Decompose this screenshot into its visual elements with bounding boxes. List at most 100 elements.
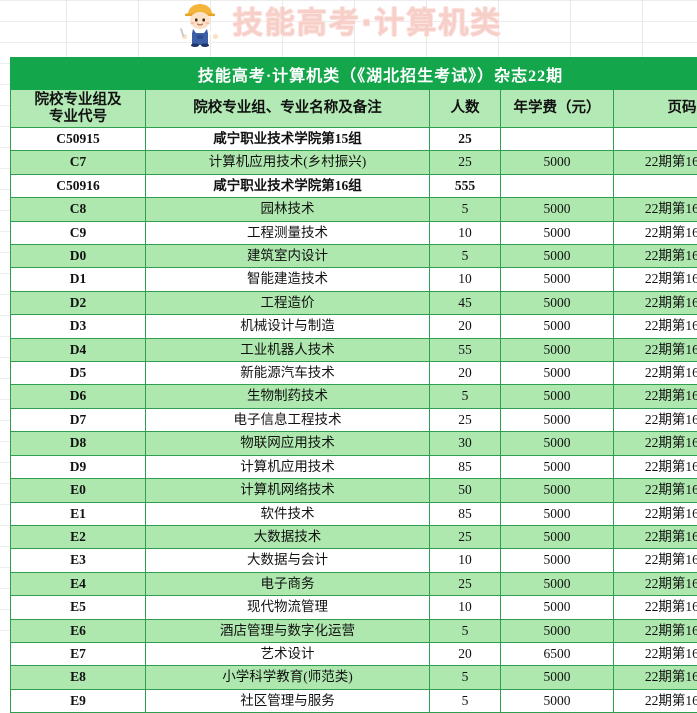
cell-page: 22期第169页 (614, 408, 697, 431)
cell-name: 咸宁职业技术学院第16组 (146, 174, 430, 197)
table-row: E6酒店管理与数字化运营5500022期第169页 (11, 619, 697, 642)
table-row: E9社区管理与服务5500022期第169页 (11, 689, 697, 712)
cell-fee: 5000 (501, 479, 614, 502)
student-worker-mascot-icon (171, 1, 229, 47)
cell-code: E3 (11, 549, 146, 572)
cell-code: C9 (11, 221, 146, 244)
cell-name: 计算机应用技术 (146, 455, 430, 478)
cell-count: 5 (430, 619, 501, 642)
table-title: 技能高考·计算机类（《湖北招生考试》）杂志22期 (11, 58, 697, 90)
cell-page: 22期第169页 (614, 642, 697, 665)
cell-page: 22期第169页 (614, 455, 697, 478)
cell-code: E2 (11, 525, 146, 548)
cell-page: 22期第169页 (614, 221, 697, 244)
cell-page: 22期第169页 (614, 245, 697, 268)
cell-fee: 5000 (501, 151, 614, 174)
cell-page: 22期第169页 (614, 151, 697, 174)
cell-fee: 5000 (501, 245, 614, 268)
cell-fee: 5000 (501, 502, 614, 525)
cell-fee: 5000 (501, 455, 614, 478)
table-row: D1智能建造技术10500022期第169页 (11, 268, 697, 291)
cell-code: C50915 (11, 128, 146, 151)
cell-page (614, 174, 697, 197)
cell-count: 10 (430, 549, 501, 572)
cell-name: 电子商务 (146, 572, 430, 595)
column-header-name: 院校专业组、专业名称及备注 (146, 90, 430, 128)
cell-code: D5 (11, 362, 146, 385)
cell-name: 电子信息工程技术 (146, 408, 430, 431)
table-row: D4工业机器人技术55500022期第169页 (11, 338, 697, 361)
cell-fee: 5000 (501, 362, 614, 385)
cell-fee: 5000 (501, 315, 614, 338)
cell-page: 22期第169页 (614, 572, 697, 595)
cell-fee: 5000 (501, 689, 614, 712)
cell-fee: 5000 (501, 619, 614, 642)
cell-code: C7 (11, 151, 146, 174)
cell-fee: 5000 (501, 291, 614, 314)
cell-name: 艺术设计 (146, 642, 430, 665)
cell-name: 酒店管理与数字化运营 (146, 619, 430, 642)
cell-name: 建筑室内设计 (146, 245, 430, 268)
cell-code: E5 (11, 596, 146, 619)
cell-code: E7 (11, 642, 146, 665)
cell-count: 25 (430, 408, 501, 431)
cell-page: 22期第169页 (614, 385, 697, 408)
cell-fee: 5000 (501, 549, 614, 572)
table-header-row: 院校专业组及 专业代号 院校专业组、专业名称及备注 人数 年学费（元） 页码 (11, 90, 697, 128)
cell-count: 5 (430, 689, 501, 712)
column-header-fee: 年学费（元） (501, 90, 614, 128)
cell-count: 85 (430, 455, 501, 478)
cell-code: E0 (11, 479, 146, 502)
cell-name: 小学科学教育(师范类) (146, 666, 430, 689)
table-row: E4电子商务25500022期第169页 (11, 572, 697, 595)
cell-count: 20 (430, 362, 501, 385)
cell-code: D6 (11, 385, 146, 408)
cell-fee: 5000 (501, 666, 614, 689)
cell-code: D1 (11, 268, 146, 291)
table-title-row: 技能高考·计算机类（《湖北招生考试》）杂志22期 (11, 58, 697, 90)
cell-name: 机械设计与制造 (146, 315, 430, 338)
table-row: D2工程造价45500022期第169页 (11, 291, 697, 314)
cell-count: 5 (430, 666, 501, 689)
cell-code: E9 (11, 689, 146, 712)
cell-code: C50916 (11, 174, 146, 197)
cell-name: 大数据技术 (146, 525, 430, 548)
cell-count: 25 (430, 151, 501, 174)
table-row: D9计算机应用技术85500022期第169页 (11, 455, 697, 478)
cell-count: 20 (430, 315, 501, 338)
table-row: E7艺术设计20650022期第169页 (11, 642, 697, 665)
table-row: E3大数据与会计10500022期第169页 (11, 549, 697, 572)
enrollment-table: 技能高考·计算机类（《湖北招生考试》）杂志22期 院校专业组及 专业代号 院校专… (10, 57, 697, 713)
cell-page: 22期第169页 (614, 291, 697, 314)
cell-name: 工业机器人技术 (146, 338, 430, 361)
cell-name: 现代物流管理 (146, 596, 430, 619)
cell-code: D0 (11, 245, 146, 268)
cell-name: 咸宁职业技术学院第15组 (146, 128, 430, 151)
column-header-count: 人数 (430, 90, 501, 128)
cell-count: 85 (430, 502, 501, 525)
cell-code: C8 (11, 198, 146, 221)
cell-code: D2 (11, 291, 146, 314)
cell-code: D4 (11, 338, 146, 361)
column-header-code-line1: 院校专业组及 (35, 92, 122, 108)
column-header-code: 院校专业组及 专业代号 (11, 90, 146, 128)
cell-page: 22期第169页 (614, 315, 697, 338)
cell-count: 20 (430, 642, 501, 665)
cell-code: D3 (11, 315, 146, 338)
table-row: E5现代物流管理10500022期第169页 (11, 596, 697, 619)
cell-page: 22期第169页 (614, 198, 697, 221)
cell-count: 45 (430, 291, 501, 314)
cell-fee (501, 128, 614, 151)
cell-code: E6 (11, 619, 146, 642)
enrollment-table-container: 技能高考·计算机类（《湖北招生考试》）杂志22期 院校专业组及 专业代号 院校专… (10, 57, 680, 713)
cell-fee: 5000 (501, 268, 614, 291)
cell-name: 软件技术 (146, 502, 430, 525)
cell-page: 22期第169页 (614, 689, 697, 712)
cell-page: 22期第169页 (614, 619, 697, 642)
cell-count: 25 (430, 128, 501, 151)
cell-fee: 5000 (501, 385, 614, 408)
